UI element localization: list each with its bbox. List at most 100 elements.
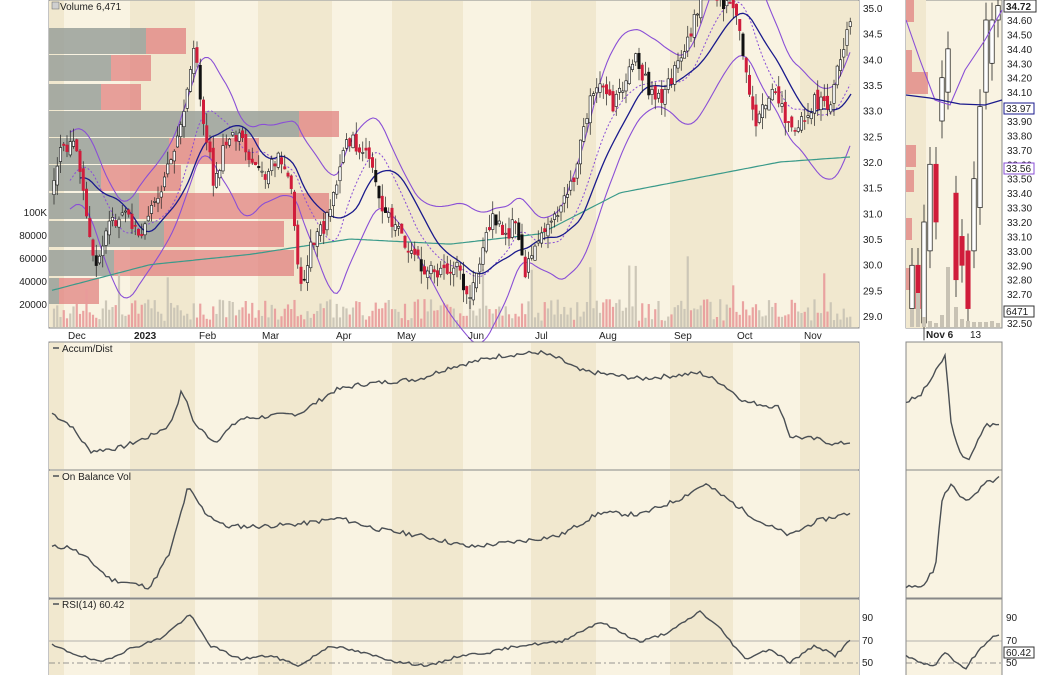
volume-bar — [774, 302, 777, 327]
volume-bar — [738, 314, 741, 327]
volume-bar — [530, 269, 533, 327]
candle-body — [189, 69, 193, 92]
volume-bar — [722, 320, 725, 327]
month-label: Mar — [262, 331, 280, 342]
volume-bar — [95, 317, 98, 327]
candle-body — [299, 266, 303, 284]
volume-bar — [527, 301, 530, 327]
zoom-candle-body — [989, 19, 995, 64]
candle-body — [728, 2, 732, 4]
main-price-panel: Volume 6,471 — [48, 0, 860, 344]
price-tick-label: 31.5 — [863, 184, 883, 195]
volume-bar — [202, 314, 205, 327]
volume-bar — [416, 299, 420, 327]
volume-bar — [637, 320, 641, 327]
volume-bar — [75, 303, 78, 327]
candle-body — [539, 232, 543, 244]
volume-bar — [524, 314, 527, 327]
candle-body — [435, 270, 439, 278]
rsi-tick-50: 50 — [862, 658, 874, 669]
zoom-last-price-tag: 34.72 — [1003, 0, 1037, 13]
volume-bar — [205, 318, 208, 327]
candle-body — [338, 166, 342, 182]
obv-label: On Balance Vol — [62, 472, 131, 483]
candle-body — [442, 264, 446, 269]
volume-bar — [475, 315, 478, 327]
month-band — [130, 471, 195, 597]
month-band — [531, 600, 596, 675]
volume-bar — [472, 310, 475, 327]
volume-bar — [82, 310, 85, 327]
volume-bar — [845, 317, 849, 327]
volume-by-price-down-bar — [299, 111, 339, 137]
zoom-volume-by-price-bar — [906, 218, 912, 240]
candle-body — [409, 250, 413, 254]
candle-body — [513, 221, 517, 224]
candle-body — [816, 89, 820, 110]
volume-bar — [680, 300, 683, 327]
candle-body — [58, 147, 62, 162]
volume-bar — [182, 315, 186, 327]
volume-bar — [390, 309, 394, 327]
candle-body — [725, 0, 729, 7]
candle-body — [533, 245, 537, 261]
candle-body — [448, 271, 452, 274]
volume-tick-label: 60000 — [19, 254, 47, 265]
month-label: Jun — [468, 331, 484, 342]
price-tick-label: 34.0 — [863, 55, 883, 66]
candle-body — [72, 140, 76, 147]
candle-body — [344, 139, 348, 149]
price-tick-label: 32.0 — [863, 158, 883, 169]
candle-body — [318, 224, 322, 236]
volume-bar — [767, 300, 771, 327]
candle-body — [101, 245, 105, 257]
zoom-candle-body — [939, 77, 945, 122]
volume-bar — [634, 265, 637, 327]
volume-bar — [351, 307, 355, 327]
candle-body — [517, 222, 521, 240]
volume-bar — [140, 304, 143, 327]
volume-bar — [595, 300, 598, 327]
volume-bar — [163, 320, 166, 327]
volume-bar — [543, 302, 546, 327]
price-tick-label: 33.5 — [863, 81, 883, 92]
volume-bar — [407, 320, 410, 327]
price-tick-label: 34.5 — [863, 30, 883, 41]
candle-body — [377, 185, 381, 199]
volume-bar — [790, 299, 793, 327]
candle-body — [653, 85, 657, 100]
candle-body — [829, 104, 833, 113]
zoom-price-tick-label: 32.70 — [1007, 290, 1032, 301]
candle-body — [422, 266, 426, 275]
volume-bar — [98, 319, 101, 327]
volume-by-price-down-bar — [59, 278, 99, 304]
volume-bar — [114, 305, 117, 327]
month-band — [392, 471, 463, 597]
candle-body — [315, 231, 319, 247]
volume-bar — [715, 317, 719, 327]
candle-body — [591, 93, 595, 96]
bollinger-lower-line — [69, 55, 851, 344]
zoom-price-tick-label: 34.30 — [1007, 59, 1032, 70]
volume-bar — [127, 314, 130, 327]
volume-bar — [384, 302, 387, 327]
candle-body — [526, 258, 530, 273]
price-axis: 35.0 34.5 34.0 33.5 33.0 32.5 32.0 31.5 31.0 30.5… — [863, 4, 883, 323]
candle-body — [494, 214, 498, 226]
candle-body — [491, 213, 495, 230]
volume-tick-label: 80000 — [19, 231, 47, 242]
volume-bar — [218, 299, 221, 327]
volume-bar — [683, 308, 686, 327]
volume-bar — [699, 305, 702, 327]
month-band — [800, 471, 859, 597]
zoom-price-tick-label: 33.50 — [1007, 175, 1032, 186]
month-label: May — [397, 331, 416, 342]
volume-bar — [78, 313, 82, 327]
candle-body — [202, 99, 206, 124]
volume-bar — [72, 306, 75, 327]
volume-bar — [293, 299, 296, 327]
zoom-volume-bar — [946, 267, 950, 327]
zoom-price-tick-label: 34.60 — [1007, 16, 1032, 27]
svg-text:33.56: 33.56 — [1006, 164, 1031, 175]
candle-body — [835, 65, 839, 86]
